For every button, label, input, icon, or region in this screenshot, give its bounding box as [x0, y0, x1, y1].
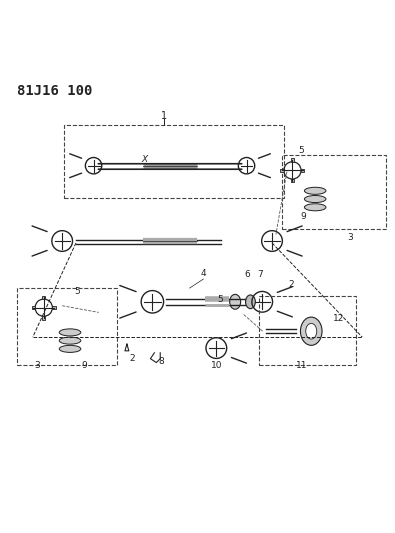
Bar	[64, 125, 284, 198]
Text: 9: 9	[300, 212, 306, 221]
Ellipse shape	[305, 187, 326, 195]
Text: 81J16 100: 81J16 100	[17, 84, 92, 98]
Text: 5: 5	[217, 295, 223, 304]
Ellipse shape	[306, 324, 317, 339]
Text: 4: 4	[201, 269, 206, 278]
Bar	[260, 296, 356, 365]
Text: 9: 9	[82, 361, 88, 370]
Text: 1: 1	[161, 110, 167, 120]
Bar	[280, 168, 284, 172]
Ellipse shape	[305, 204, 326, 211]
Ellipse shape	[59, 345, 81, 352]
Bar	[17, 288, 117, 365]
Text: 7: 7	[258, 270, 263, 279]
Bar	[291, 158, 294, 162]
Text: 2: 2	[289, 280, 294, 289]
Bar	[42, 296, 45, 299]
Text: 6: 6	[245, 270, 250, 279]
Bar	[301, 168, 305, 172]
Text: 5: 5	[299, 146, 305, 155]
Bar	[282, 155, 386, 229]
Bar	[291, 179, 294, 182]
Ellipse shape	[305, 196, 326, 203]
Text: 3: 3	[35, 361, 40, 370]
Ellipse shape	[229, 294, 241, 309]
Text: 8: 8	[158, 358, 164, 367]
Text: 2: 2	[129, 353, 135, 362]
Ellipse shape	[59, 329, 81, 336]
Bar	[42, 316, 45, 320]
Ellipse shape	[59, 337, 81, 344]
Text: 10: 10	[211, 361, 222, 370]
Text: 3: 3	[348, 232, 354, 241]
Text: 12: 12	[333, 314, 344, 323]
Bar	[53, 306, 56, 310]
Text: 11: 11	[296, 361, 307, 370]
Text: X: X	[141, 155, 148, 164]
Text: 5: 5	[74, 287, 80, 296]
Ellipse shape	[301, 317, 322, 345]
Ellipse shape	[246, 295, 255, 309]
Bar	[32, 306, 35, 310]
